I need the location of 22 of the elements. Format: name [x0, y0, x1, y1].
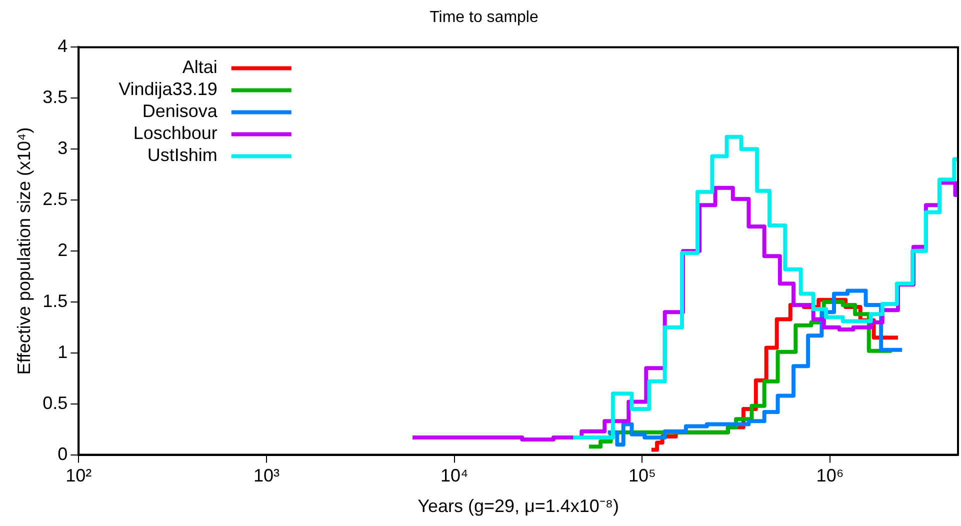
- x-tick-label: 10²: [66, 466, 92, 486]
- y-tick-label: 0: [58, 444, 68, 464]
- x-axis-title: Years (g=29, μ=1.4x10⁻⁸): [418, 496, 620, 516]
- y-tick-label: 2.5: [42, 189, 68, 210]
- y-tick-label: 1.5: [42, 290, 68, 311]
- legend-label: Vindija33.19: [118, 79, 218, 100]
- y-tick-label: 3: [58, 138, 68, 158]
- y-tick-label: 1: [58, 342, 68, 362]
- legend-label: Denisova: [142, 101, 218, 122]
- x-tick-label: 10⁵: [628, 466, 656, 486]
- y-tick-label: 0.5: [42, 392, 68, 413]
- chart-title: Time to sample: [430, 9, 538, 26]
- y-tick-label: 4: [58, 36, 68, 56]
- y-tick-label: 2: [58, 240, 68, 260]
- y-axis-title: Effective population size (x10⁴): [14, 127, 34, 375]
- x-tick-label: 10⁶: [816, 466, 844, 486]
- legend-label: UstIshim: [147, 145, 218, 166]
- y-tick-label: 3.5: [42, 87, 68, 108]
- legend-label: Loschbour: [133, 123, 218, 144]
- x-tick-label: 10³: [253, 466, 280, 486]
- legend-label: Altai: [182, 57, 218, 78]
- x-tick-label: 10⁴: [440, 466, 468, 486]
